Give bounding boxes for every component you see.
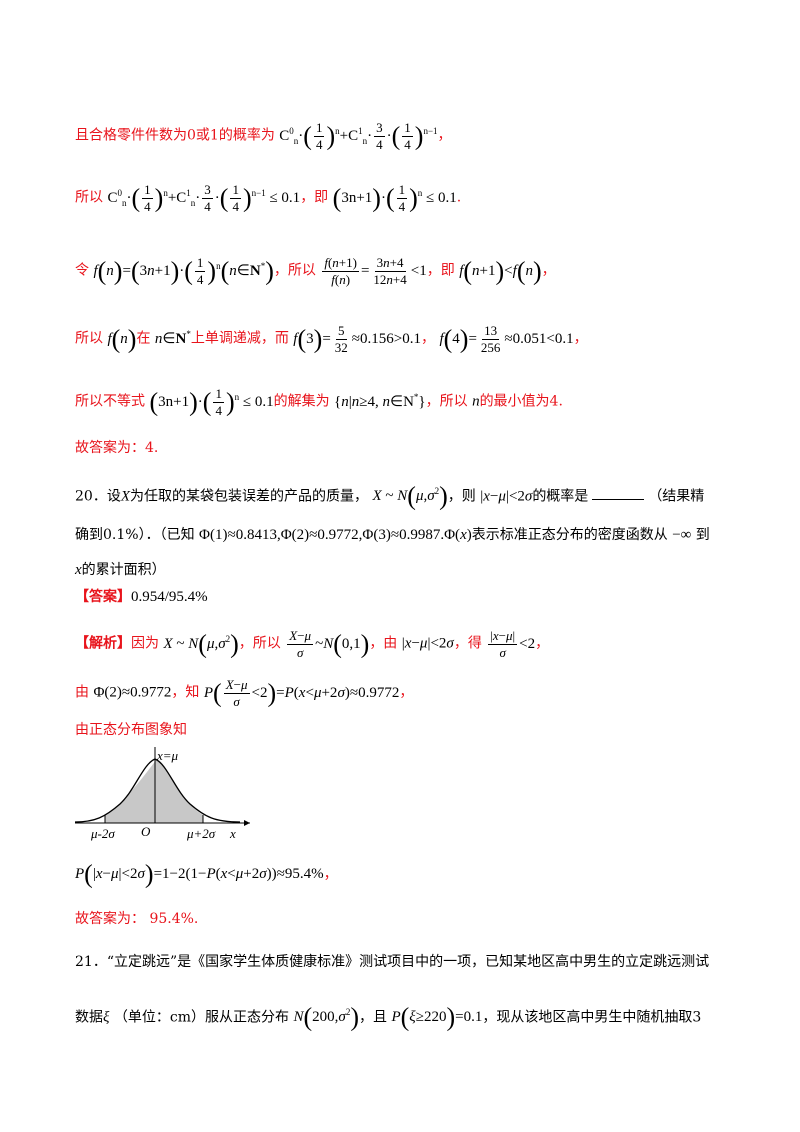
q21-line-1: 21．“立定跳远”是《国家学生体质健康标准》测试项目中的一项，已知某地区高中男生… — [75, 954, 710, 970]
line-1: 且合格零件件数为0或1的概率为 C0n·(1 4)n+C1n· 3 4 ·(1 4)n−1… — [75, 120, 452, 152]
math-solution-set: {n|n≥4, n∈N*} — [334, 391, 426, 410]
math-f4: f(4)= 13 256 ≈0.051<0.1 — [439, 323, 574, 355]
x-axis-arrow — [244, 820, 250, 826]
analysis-line-4: P(|x−μ|<2σ)=1−2(1−P(x<μ+2σ))≈95.4%， — [75, 860, 338, 889]
label-origin: O — [141, 824, 151, 839]
answer-line-1: 故答案为：4. — [75, 440, 159, 456]
line-5: 所以不等式 (3n+1)·(1 4)n ≤ 0.1的解集为 {n|n≥4, n∈N… — [75, 386, 563, 418]
analysis-line-1: 【解析】因为 X ~ N(μ,σ2)，所以 X−μ σ ~N(0,1)，由 |x−μ… — [75, 628, 550, 660]
math-prob-0-1: C0n·(1 4)n+C1n· 3 4 ·(1 4)n−1 — [279, 120, 438, 152]
analysis-line-3: 由正态分布图象知 — [75, 722, 187, 738]
line-4: 所以 f(n)在 n∈N*上单调递减，而 f(3)= 5 32 ≈0.156>0.1，… — [75, 323, 588, 355]
label-x: x — [229, 826, 236, 841]
line-3: 令 f(n)=(3n+1)·(1 4)n(n∈N*)，所以 f(n+1) f(n) =… — [75, 255, 556, 287]
line-2: 所以 C0n·(1 4)n+C1n· 3 4 ·(1 4)n−1 ≤ 0.1，即 (3n+… — [75, 182, 462, 214]
shaded-area — [105, 758, 203, 823]
label-right: μ+2σ — [186, 826, 216, 841]
q20-line-3: x的累计面积） — [75, 562, 166, 578]
math-inequality-2: (3n+1)·(1 4)n ≤ 0.1 — [332, 182, 457, 214]
answer-blank[interactable] — [592, 499, 645, 501]
q20-line-2: 确到0.1%）．（已知 Φ(1)≈0.8413,Φ(2)≈0.9772,Φ(3)… — [75, 527, 710, 543]
q20-answer: 【答案】0.954/95.4% — [75, 589, 208, 605]
math-f3: f(3)= 5 32 ≈0.156>0.1 — [293, 323, 421, 355]
normal-curve-svg: x=μ μ-2σ O μ+2σ x — [74, 747, 250, 841]
normal-curve-graph: x=μ μ-2σ O μ+2σ x — [74, 742, 265, 846]
math-fn-def: f(n)=(3n+1)·(1 4)n(n∈N*) — [93, 255, 274, 287]
math-inequality-1: C0n·(1 4)n+C1n· 3 4 ·(1 4)n−1 ≤ 0.1 — [107, 182, 301, 214]
label-mean: x=μ — [156, 748, 179, 763]
q20-line-1: 20．设X为任取的某袋包装误差的产品的质量， X ~ N(μ,σ2)，则 |x−… — [75, 482, 705, 511]
analysis-line-2: 由 Φ(2)≈0.9772，知 P(X−μ σ <2)=P(x<μ+2σ)≈0.97… — [75, 677, 414, 709]
math-decreasing: f(n+1)<f(n) — [459, 256, 542, 286]
math-ratio: f(n+1) f(n) = 3n+4 12n+4 <1 — [322, 255, 427, 287]
q21-line-2: 数据ξ （单位：cm）服从正态分布 N(200,σ2)，且 P(ξ≥220)=0… — [75, 1003, 702, 1032]
answer-line-2: 故答案为： 95.4%. — [75, 911, 199, 927]
label-left: μ-2σ — [90, 826, 115, 841]
